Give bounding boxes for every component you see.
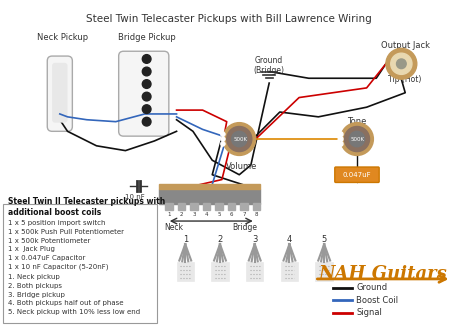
- Bar: [228, 203, 236, 210]
- Bar: [281, 262, 298, 281]
- Text: 500K: 500K: [233, 137, 247, 142]
- Circle shape: [142, 117, 151, 126]
- Text: 5: 5: [217, 212, 221, 217]
- Text: Tone: Tone: [347, 117, 367, 126]
- Text: Steel Twin Telecaster Pickups with Bill Lawrence Wiring: Steel Twin Telecaster Pickups with Bill …: [86, 14, 372, 23]
- Bar: [159, 184, 261, 189]
- Circle shape: [338, 132, 343, 137]
- Bar: [253, 203, 261, 210]
- Text: NAH Guitars: NAH Guitars: [319, 265, 447, 283]
- Text: 0.047uF: 0.047uF: [343, 172, 371, 178]
- Circle shape: [220, 141, 225, 146]
- Text: Neck: Neck: [164, 223, 183, 232]
- Text: Ground
(Bridge): Ground (Bridge): [254, 56, 285, 75]
- Bar: [159, 189, 261, 204]
- Text: 500K: 500K: [351, 137, 365, 142]
- Text: 2: 2: [180, 212, 183, 217]
- Circle shape: [142, 92, 151, 101]
- Circle shape: [345, 127, 370, 151]
- Text: Neck Pickup: Neck Pickup: [37, 33, 88, 42]
- Bar: [211, 262, 228, 281]
- Circle shape: [338, 137, 343, 141]
- Text: Volume: Volume: [226, 162, 257, 171]
- Text: 1: 1: [182, 235, 188, 244]
- Text: 4: 4: [205, 212, 208, 217]
- Bar: [215, 203, 223, 210]
- Circle shape: [220, 132, 225, 137]
- Circle shape: [142, 67, 151, 76]
- Text: Output Jack: Output Jack: [381, 41, 430, 50]
- Bar: [202, 203, 210, 210]
- Circle shape: [227, 127, 252, 151]
- Text: 7: 7: [242, 212, 246, 217]
- FancyBboxPatch shape: [47, 56, 73, 131]
- Text: 1: 1: [167, 212, 171, 217]
- Text: 3: 3: [192, 212, 196, 217]
- Circle shape: [391, 53, 412, 74]
- Bar: [165, 203, 173, 210]
- Text: 5: 5: [321, 235, 327, 244]
- Bar: [316, 262, 333, 281]
- Text: 6: 6: [230, 212, 233, 217]
- Circle shape: [142, 105, 151, 114]
- Text: 2: 2: [218, 235, 223, 244]
- Circle shape: [142, 80, 151, 88]
- Circle shape: [223, 123, 255, 155]
- Circle shape: [341, 123, 374, 155]
- Circle shape: [338, 141, 343, 146]
- Circle shape: [397, 59, 406, 69]
- Circle shape: [386, 48, 417, 79]
- Circle shape: [142, 55, 151, 63]
- FancyBboxPatch shape: [335, 167, 379, 183]
- Text: 4: 4: [287, 235, 292, 244]
- Text: 10 nF: 10 nF: [125, 194, 145, 200]
- Bar: [240, 203, 248, 210]
- Bar: [246, 262, 264, 281]
- Circle shape: [349, 131, 365, 147]
- Text: 3: 3: [252, 235, 257, 244]
- Circle shape: [220, 137, 225, 141]
- Text: 8: 8: [255, 212, 258, 217]
- Text: Signal: Signal: [356, 308, 382, 317]
- Bar: [190, 203, 198, 210]
- FancyBboxPatch shape: [118, 51, 169, 136]
- FancyBboxPatch shape: [52, 63, 67, 123]
- Text: 1 x 5 position import switch
1 x 500k Push Pull Potentiometer
1 x 500k Potentiom: 1 x 5 position import switch 1 x 500k Pu…: [8, 220, 124, 270]
- Bar: [176, 262, 194, 281]
- Text: Bridge: Bridge: [233, 223, 257, 232]
- Text: Tip (Hot): Tip (Hot): [388, 75, 421, 84]
- Text: Bridge Pickup: Bridge Pickup: [118, 33, 175, 42]
- Bar: [178, 203, 185, 210]
- Circle shape: [232, 131, 247, 147]
- FancyBboxPatch shape: [3, 204, 157, 323]
- Text: Boost Coil: Boost Coil: [356, 296, 398, 305]
- Text: 1. Neck pickup
2. Both pickups
3. Bridge pickup
4. Both pickups half out of phas: 1. Neck pickup 2. Both pickups 3. Bridge…: [8, 274, 140, 315]
- Text: Ground: Ground: [356, 283, 387, 292]
- Text: Steel Twin II Telecaster pickups with
additional boost coils: Steel Twin II Telecaster pickups with ad…: [8, 197, 165, 217]
